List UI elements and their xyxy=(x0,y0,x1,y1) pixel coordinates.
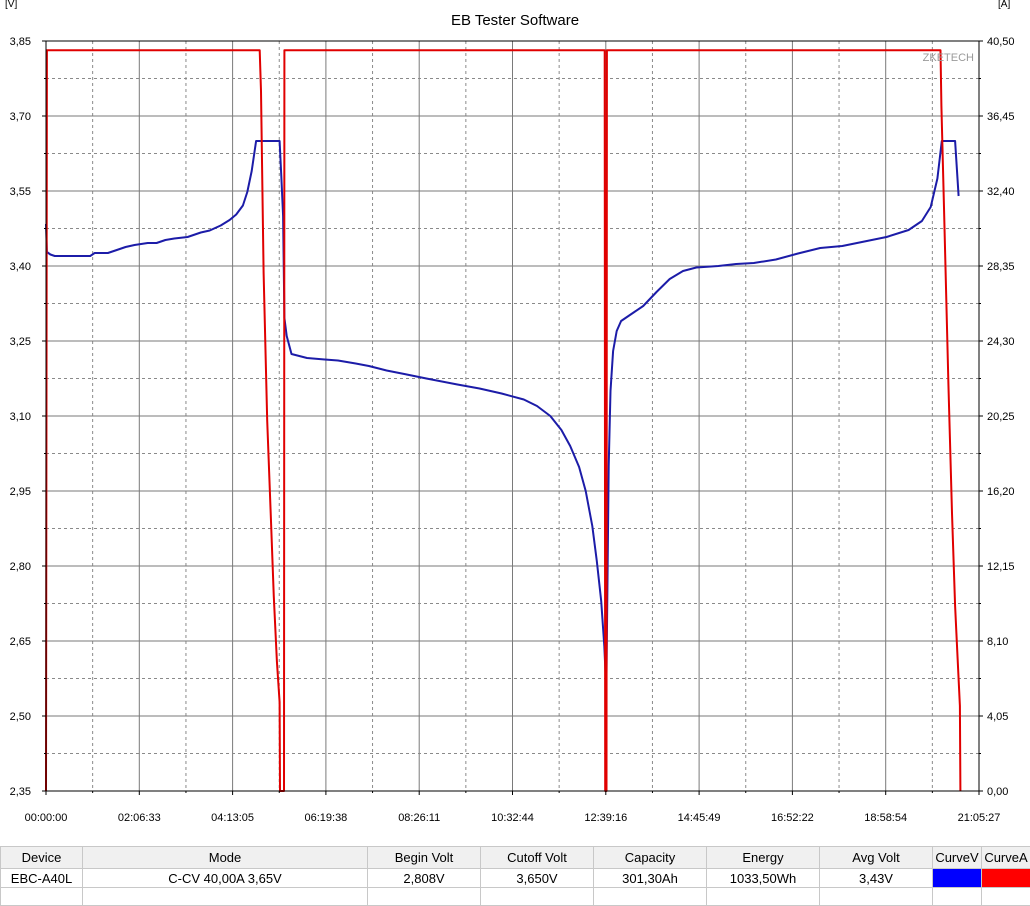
y-left-tick-label: 3,55 xyxy=(10,186,31,198)
header-device: Device xyxy=(1,847,83,869)
y-left-tick-label: 2,80 xyxy=(10,561,31,573)
y-left-tick-label: 3,70 xyxy=(10,111,31,123)
header-mode: Mode xyxy=(83,847,368,869)
y-right-tick-label: 0,00 xyxy=(987,786,1008,798)
y-right-unit: [A] xyxy=(998,0,1010,10)
y-left-tick-label: 3,85 xyxy=(10,36,31,48)
header-capacity: Capacity xyxy=(594,847,707,869)
y-left-tick-label: 2,50 xyxy=(10,711,31,723)
curve-v-color-swatch[interactable] xyxy=(933,869,982,888)
y-right-tick-label: 36,45 xyxy=(987,111,1015,123)
y-right-tick-label: 8,10 xyxy=(987,636,1008,648)
y-left-tick-label: 3,25 xyxy=(10,336,31,348)
x-tick-label: 06:19:38 xyxy=(304,812,347,824)
header-energy: Energy xyxy=(707,847,820,869)
header-curve-v: CurveV xyxy=(933,847,982,869)
cell-mode: C-CV 40,00A 3,65V xyxy=(83,869,368,888)
cell-energy: 1033,50Wh xyxy=(707,869,820,888)
x-tick-label: 21:05:27 xyxy=(958,812,1001,824)
cell-capacity: 301,30Ah xyxy=(594,869,707,888)
chart-svg: 00:00:00 02:06:33 04:13:05 06:19:38 08:26:11… xyxy=(0,0,1030,846)
x-tick-label: 04:13:05 xyxy=(211,812,254,824)
cell-avg-volt: 3,43V xyxy=(820,869,933,888)
y-left-tick-label: 2,95 xyxy=(10,486,31,498)
x-tick-label: 12:39:16 xyxy=(584,812,627,824)
info-table: Device Mode Begin Volt Cutoff Volt Capac… xyxy=(0,846,1030,906)
y-right-axis-ticks: 40,50 36,45 32,40 28,35 24,30 20,25 16,20 12,15… xyxy=(979,36,1015,798)
header-curve-a: CurveA xyxy=(982,847,1030,869)
cell-cutoff-volt: 3,650V xyxy=(481,869,594,888)
x-tick-label: 08:26:11 xyxy=(398,812,440,824)
table-header-row: Device Mode Begin Volt Cutoff Volt Capac… xyxy=(1,847,1030,869)
header-cutoff-volt: Cutoff Volt xyxy=(481,847,594,869)
cell-begin-volt: 2,808V xyxy=(368,869,481,888)
y-right-tick-label: 32,40 xyxy=(987,186,1015,198)
y-right-tick-label: 40,50 xyxy=(987,36,1015,48)
y-right-tick-label: 12,15 xyxy=(987,561,1015,573)
y-right-tick-label: 16,20 xyxy=(987,486,1015,498)
y-right-tick-label: 4,05 xyxy=(987,711,1008,723)
x-tick-label: 16:52:22 xyxy=(771,812,814,824)
x-tick-label: 10:32:44 xyxy=(491,812,534,824)
cell-device: EBC-A40L xyxy=(1,869,83,888)
grid xyxy=(46,41,979,791)
header-avg-volt: Avg Volt xyxy=(820,847,933,869)
x-tick-label: 14:45:49 xyxy=(678,812,721,824)
table-row[interactable]: EBC-A40L C-CV 40,00A 3,65V 2,808V 3,650V… xyxy=(1,869,1030,888)
y-right-tick-label: 20,25 xyxy=(987,411,1015,423)
y-left-tick-label: 3,10 xyxy=(10,411,31,423)
x-tick-label: 18:58:54 xyxy=(864,812,907,824)
chart-title: EB Tester Software xyxy=(451,12,579,29)
x-tick-label: 00:00:00 xyxy=(25,812,68,824)
header-begin-volt: Begin Volt xyxy=(368,847,481,869)
y-left-unit: [V] xyxy=(5,0,17,10)
x-axis-ticks: 00:00:00 02:06:33 04:13:05 06:19:38 08:26:11… xyxy=(25,791,1001,824)
x-tick-label: 02:06:33 xyxy=(118,812,161,824)
y-left-tick-label: 3,40 xyxy=(10,261,31,273)
table-empty-row xyxy=(1,888,1030,906)
watermark: ZKETECH xyxy=(923,52,974,64)
curve-a-color-swatch[interactable] xyxy=(982,869,1030,888)
y-right-tick-label: 28,35 xyxy=(987,261,1015,273)
y-left-tick-label: 2,35 xyxy=(10,786,31,798)
y-left-tick-label: 2,65 xyxy=(10,636,31,648)
y-right-tick-label: 24,30 xyxy=(987,336,1015,348)
y-left-axis-ticks: 3,85 3,70 3,55 3,40 3,25 3,10 2,95 2,80 2,65 2,50… xyxy=(10,36,46,798)
